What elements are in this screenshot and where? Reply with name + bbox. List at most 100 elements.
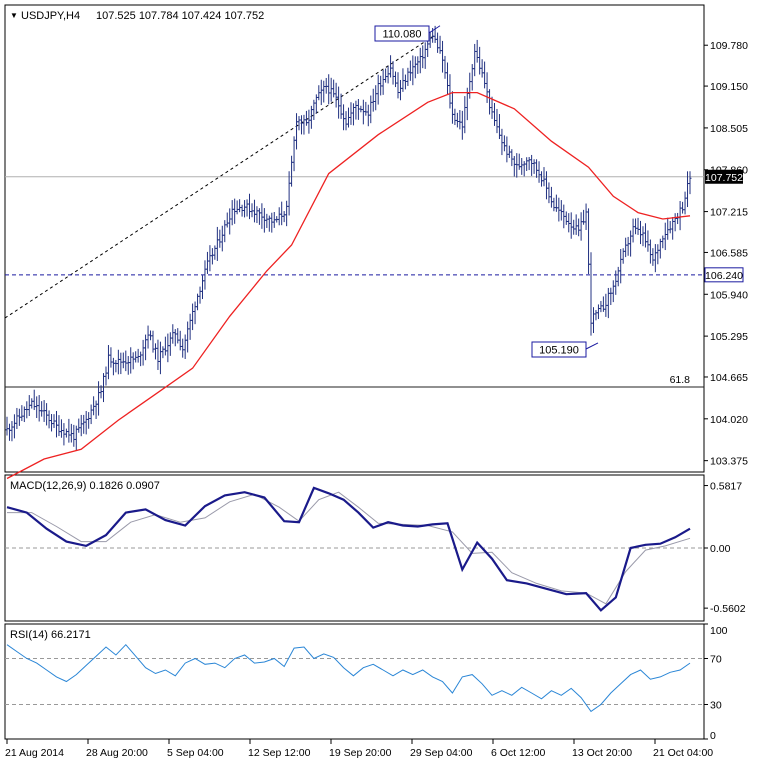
price-bar [339,93,343,119]
price-bar [156,339,160,370]
price-bar [636,217,640,235]
price-bars [5,25,692,451]
price-bar [183,334,187,360]
price-bar [584,203,588,230]
price-bar [304,110,308,126]
price-bar [557,197,561,222]
price-bar [460,110,464,140]
price-bar [475,39,479,63]
price-bar [540,171,544,187]
x-tick-label: 21 Oct 04:00 [653,747,713,759]
price-bar [210,248,214,265]
price-bar [129,347,133,374]
price-bar [485,72,489,103]
price-bar [136,348,140,363]
price-panel-frame [4,4,705,473]
price-bar [512,156,516,177]
price-bar [418,47,422,74]
price-bar [30,398,34,409]
price-bar [688,171,692,195]
rsi-y-tick-label: 0 [710,730,716,742]
price-bar [12,414,16,439]
price-bar [124,350,128,372]
price-bar [535,159,539,178]
price-bar [354,100,358,120]
title-dropdown-icon[interactable]: ▼ [10,11,18,20]
rsi-y-tick-label: 100 [710,625,728,637]
fib-61-8-label: 61.8 [670,374,691,386]
price-bar [77,418,81,433]
price-bar [228,208,232,235]
price-bar [223,220,227,243]
price-bar [517,153,521,170]
price-panel-title: USDJPY,H4 [21,10,80,22]
rsi-y-tick-label: 30 [710,700,722,712]
price-bar [79,414,83,437]
price-bar [488,89,492,115]
price-bar [634,218,638,235]
x-tick-label: 19 Sep 20:00 [329,747,392,759]
price-bar [421,45,425,69]
price-bar [322,80,326,103]
price-bar [94,400,98,419]
price-bar [527,156,531,171]
price-bar [614,270,618,295]
price-bar [186,321,190,353]
price-bar [394,71,398,88]
price-bar [666,217,670,240]
price-bar [626,236,630,256]
price-bar [141,339,145,366]
price-bar [205,251,209,274]
price-bar [351,103,355,126]
price-bar [621,248,625,264]
high-label-box [374,25,430,42]
price-bar [235,200,239,215]
price-y-tick-label: 104.665 [710,372,748,384]
price-bar [473,43,477,77]
price-bar [102,373,106,403]
price-bar [549,186,553,208]
price-y-tick-label: 104.020 [710,414,748,426]
rsi-line [6,643,691,713]
price-y-tick-label: 107.215 [710,207,748,219]
price-bar [386,66,390,84]
price-bar [641,226,645,247]
price-bar [376,74,380,105]
price-bar [463,96,467,134]
price-bar [413,56,417,79]
price-bar [661,235,665,249]
price-bar [153,343,157,360]
price-bar [554,194,558,212]
price-bar [574,214,578,235]
price-bar [307,109,311,134]
price-bar [146,325,150,349]
price-bar [525,157,529,171]
price-bar [319,79,323,106]
price-bar [114,359,118,373]
price-bar [564,211,568,225]
price-bar [84,410,88,435]
price-bar [181,338,185,358]
low-leader-line [585,342,599,350]
price-bar [398,79,402,101]
price-bar [168,332,172,356]
price-bar [423,42,427,69]
price-bar [364,101,368,116]
price-bar [532,159,536,174]
price-bar [302,114,306,135]
price-bar [567,213,571,233]
current-price-tag: 107.752 [705,169,743,184]
price-bar [403,74,407,90]
price-bar [10,421,14,442]
price-bar [408,60,412,81]
macd-y-axis: 0.5817 0.00 -0.5602 [704,481,746,615]
price-bar [213,245,217,260]
price-bar [20,405,24,422]
price-bar [285,200,289,227]
rsi-panel-title: RSI(14) 66.2171 [10,629,91,641]
price-bar [411,55,415,86]
price-bar [458,110,462,130]
price-bar [493,102,497,126]
moving-average-line [6,91,691,480]
price-bar [193,301,197,325]
